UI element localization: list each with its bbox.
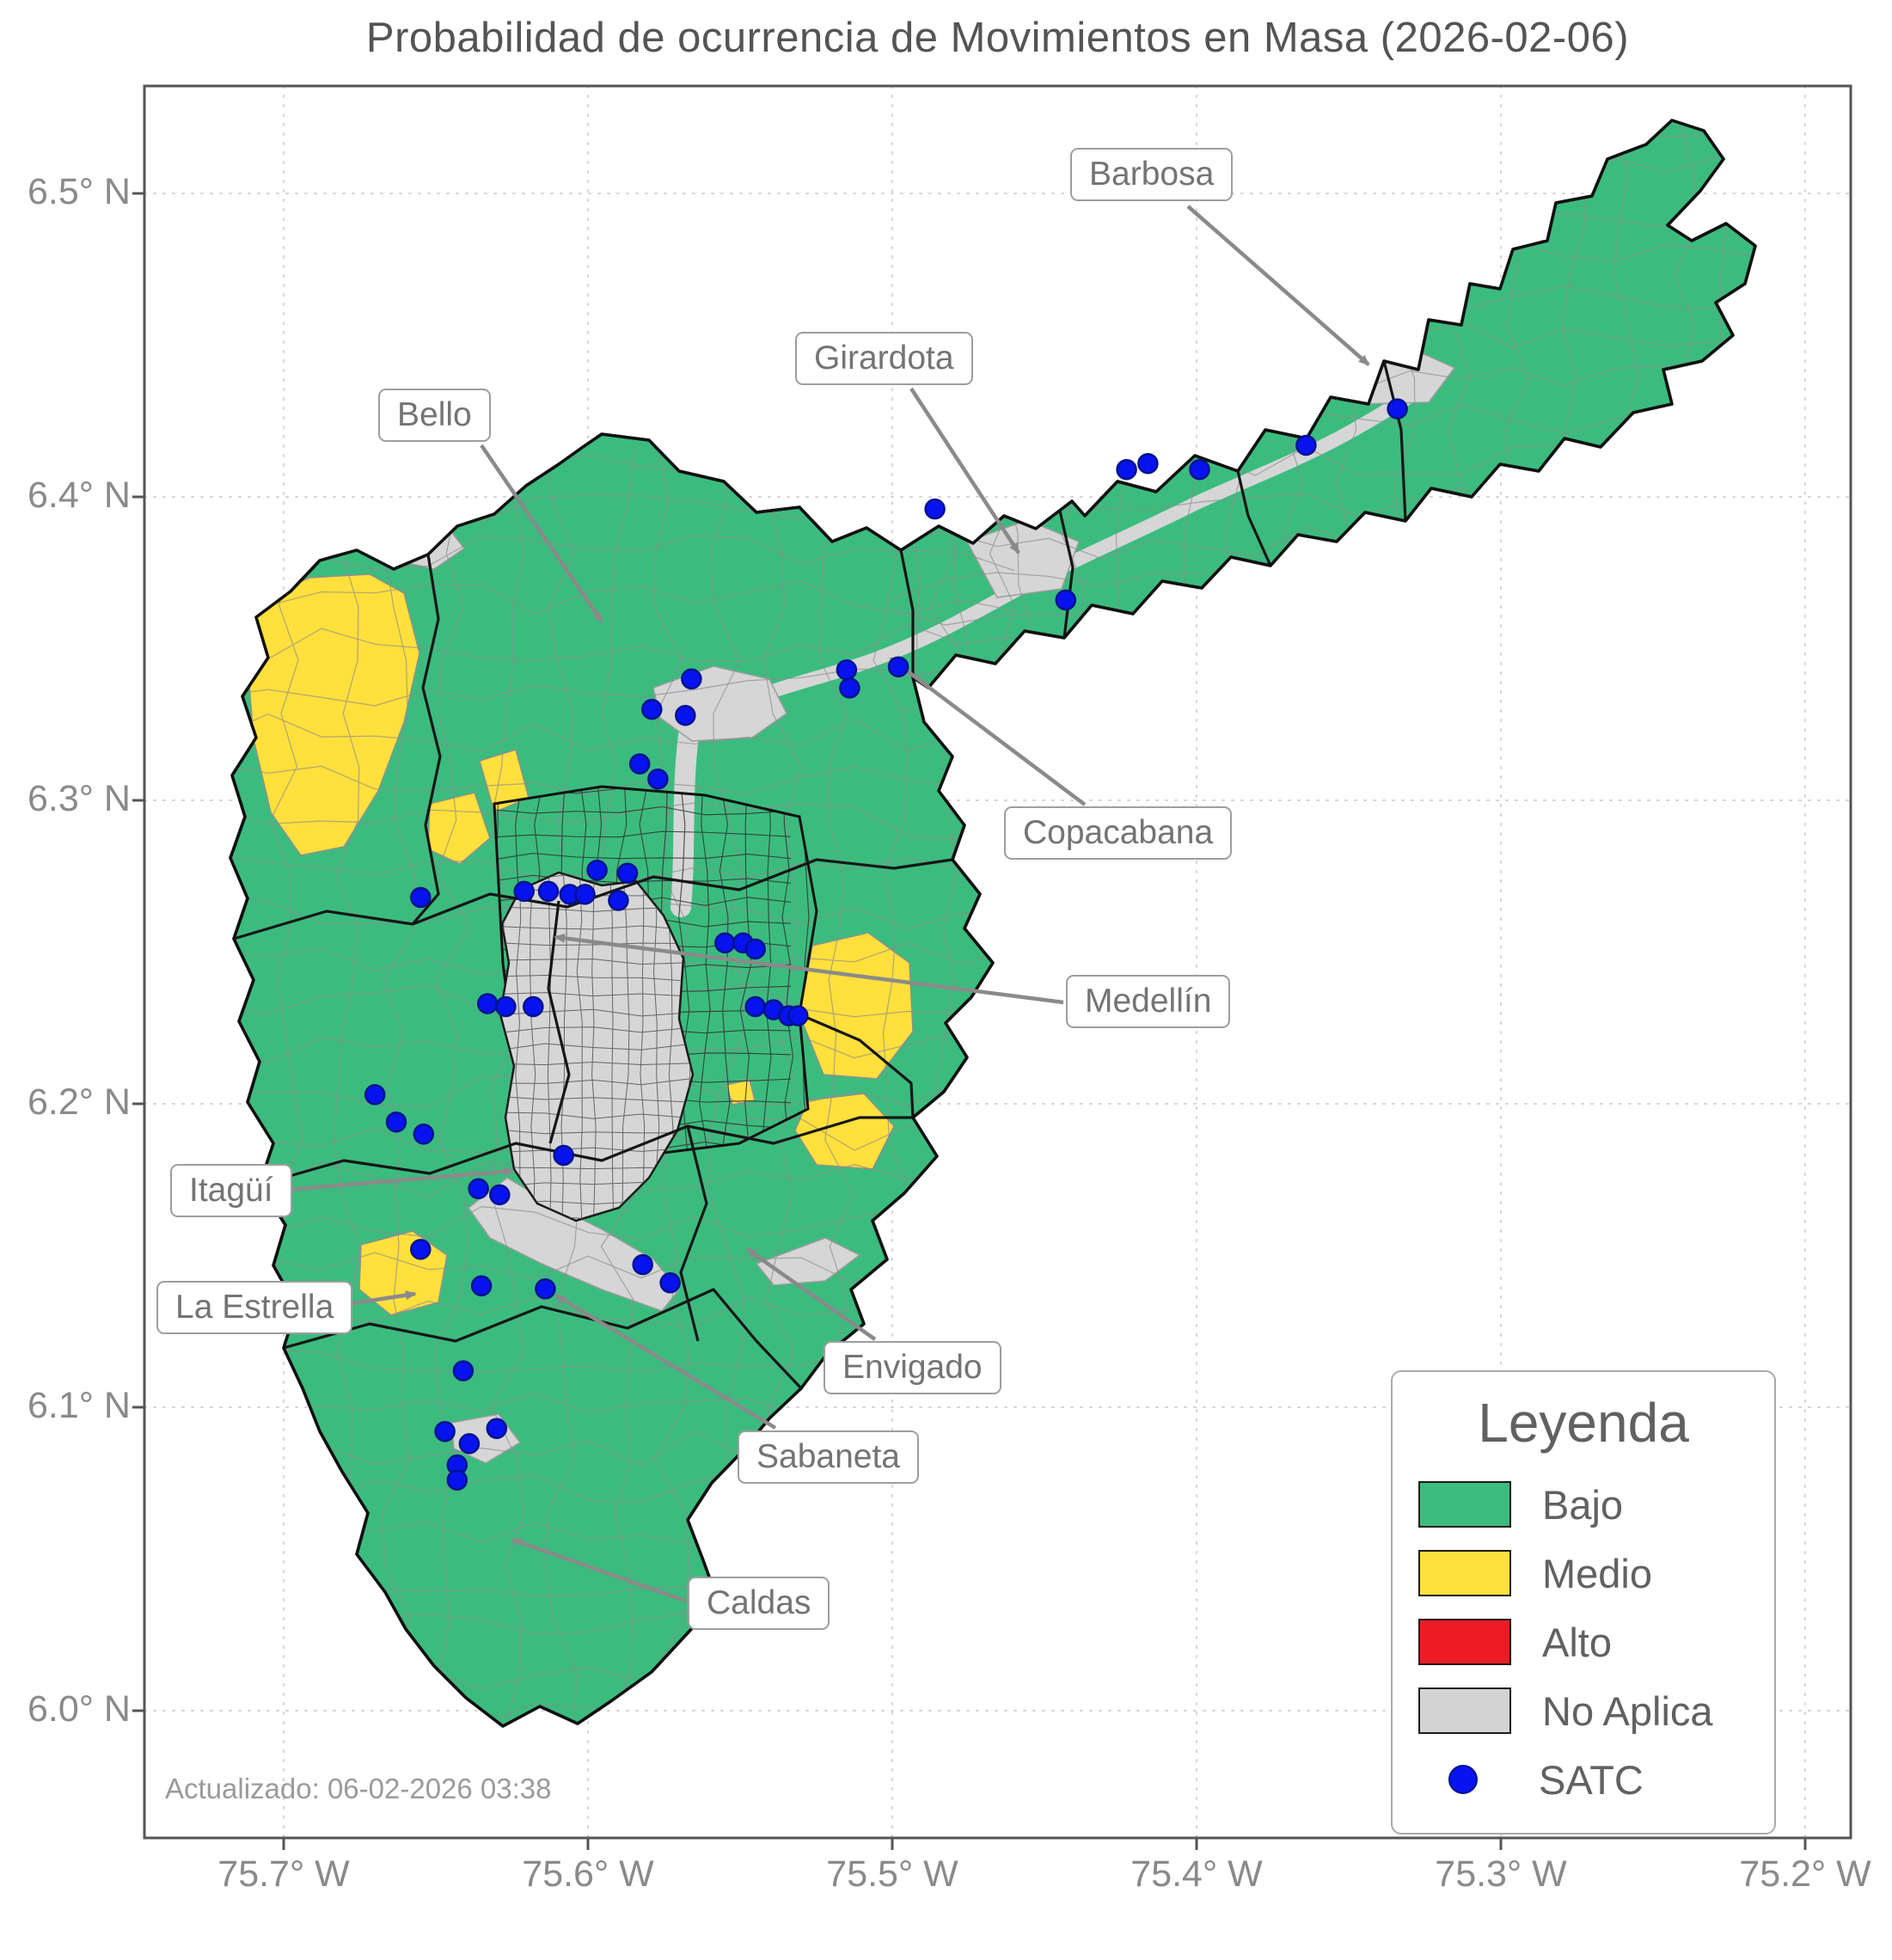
satc-point: [744, 938, 766, 960]
legend-swatch: [1418, 1687, 1511, 1734]
satc-point: [647, 769, 669, 790]
legend-label: Bajo: [1542, 1481, 1624, 1528]
y-tick-label: 6.3° N: [28, 778, 131, 819]
y-tick-label: 6.5° N: [28, 171, 131, 212]
satc-point: [744, 995, 766, 1018]
annotation-arrows: [286, 205, 1370, 1603]
map-label-bello: Bello: [378, 389, 491, 442]
satc-point: [659, 1272, 681, 1294]
satc-point: [458, 1433, 481, 1455]
satc-point: [1055, 589, 1077, 611]
legend-swatch: [1418, 1481, 1511, 1528]
plot-frame: [132, 84, 1852, 1850]
satc-point: [410, 1239, 432, 1260]
satc-point: [1387, 398, 1408, 420]
satc-point: [1295, 434, 1317, 456]
satc-point: [486, 1418, 508, 1439]
satc-point: [364, 1084, 386, 1106]
satc-point: [434, 1420, 456, 1442]
map-label-girardota: Girardota: [795, 332, 973, 385]
satc-point: [385, 1111, 407, 1133]
satc-point: [446, 1469, 468, 1491]
legend-label: SATC: [1539, 1756, 1644, 1803]
y-tick-label: 6.2° N: [28, 1081, 131, 1123]
satc-point: [535, 1278, 556, 1300]
satc-point: [924, 498, 946, 520]
legend-swatch: [1418, 1619, 1511, 1665]
region-outline: [229, 119, 1757, 1728]
legend-item-no-aplica: No Aplica: [1393, 1676, 1774, 1745]
satc-point: [553, 1144, 574, 1167]
municipality-boundaries: [233, 360, 1407, 1390]
x-tick-label: 75.2° W: [1739, 1853, 1871, 1895]
legend-item-medio: Medio: [1393, 1539, 1774, 1608]
satc-point: [410, 886, 432, 909]
satc-point: [586, 859, 608, 881]
satc-point: [714, 932, 736, 954]
legend: Leyenda Bajo Medio Alto No Aplica SATC: [1391, 1370, 1776, 1834]
y-tick-label: 6.4° N: [28, 475, 131, 516]
satc-points-layer: [364, 398, 1408, 1491]
legend-label: No Aplica: [1542, 1687, 1713, 1734]
satc-point: [470, 1275, 493, 1297]
map-label-envigado: Envigado: [824, 1341, 1001, 1394]
satc-point: [681, 668, 702, 690]
map-label-medell-n: Medellín: [1066, 975, 1231, 1028]
y-tick-label: 6.1° N: [28, 1385, 131, 1426]
x-tick-label: 75.3° W: [1435, 1853, 1567, 1895]
satc-point: [1137, 452, 1159, 475]
map-label-copacabana: Copacabana: [1004, 806, 1233, 860]
legend-label: Medio: [1542, 1550, 1653, 1596]
satc-point: [537, 880, 560, 903]
satc-point: [476, 993, 499, 1014]
legend-items: Bajo Medio Alto No Aplica SATC: [1393, 1470, 1774, 1814]
legend-item-satc: SATC: [1393, 1745, 1774, 1814]
map-label-itag-: Itagüí: [170, 1164, 292, 1217]
satc-point: [887, 656, 909, 677]
satc-point: [523, 995, 544, 1018]
map-label-sabaneta: Sabaneta: [738, 1430, 919, 1484]
satc-point: [495, 995, 517, 1018]
legend-label: Alto: [1542, 1619, 1612, 1665]
legend-swatch: [1418, 1550, 1511, 1596]
satc-point: [1189, 458, 1210, 481]
x-tick-label: 75.6° W: [522, 1853, 654, 1895]
satc-point: [839, 677, 860, 699]
satc-point: [452, 1360, 475, 1381]
satc-point: [413, 1124, 435, 1145]
satc-point: [787, 1005, 809, 1026]
map-label-barbosa: Barbosa: [1070, 148, 1234, 201]
satc-point: [1116, 458, 1137, 481]
map-title: Probabilidad de ocurrencia de Movimiento…: [365, 15, 1630, 61]
x-tick-label: 75.5° W: [826, 1853, 958, 1895]
map-label-caldas: Caldas: [688, 1577, 830, 1630]
legend-item-bajo: Bajo: [1393, 1470, 1774, 1539]
x-tick-label: 75.4° W: [1130, 1853, 1263, 1895]
satc-point: [632, 1253, 653, 1276]
updated-timestamp: Actualizado: 06-02-2026 03:38: [165, 1773, 552, 1804]
legend-title: Leyenda: [1478, 1392, 1689, 1454]
satc-point: [468, 1178, 489, 1200]
satc-point: [489, 1184, 511, 1206]
satc-point: [574, 884, 596, 905]
satc-point: [675, 704, 696, 726]
legend-swatch: [1418, 1758, 1508, 1801]
y-tick-label: 6.0° N: [28, 1688, 131, 1730]
legend-point-marker: [1448, 1765, 1478, 1794]
map-label-la-estrella: La Estrella: [156, 1281, 353, 1334]
satc-point: [513, 880, 535, 903]
satc-point: [608, 890, 629, 911]
satc-point: [836, 658, 858, 681]
river-strip-north: [670, 719, 700, 917]
satc-point: [616, 862, 639, 884]
legend-item-alto: Alto: [1393, 1608, 1774, 1676]
satc-point: [641, 698, 663, 720]
x-tick-label: 75.7° W: [217, 1853, 350, 1895]
satc-point: [628, 753, 651, 775]
